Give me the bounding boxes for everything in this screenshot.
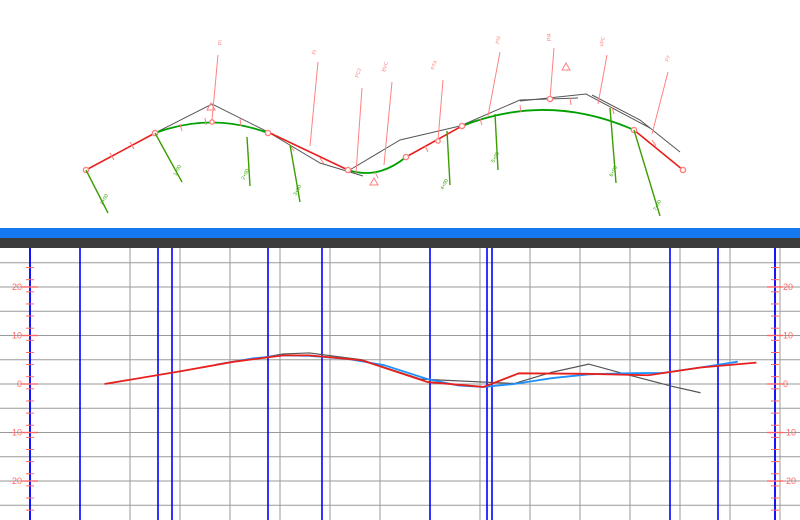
plan-point-label-group: PI PI PC2 BVC PT4 PI3 PI4 VPC PT [218, 33, 673, 78]
divider-drag-bar[interactable] [0, 238, 800, 257]
axis-label-right-2: 0 [783, 379, 788, 389]
plan-pi-triangles [206, 61, 571, 186]
plan-station-label-1: 1+00 [172, 164, 183, 177]
plan-point-label-1: PI [311, 49, 318, 56]
profile-axis-numbers: 20 20 10 10 0 0 -10 -10 -20 -20 [9, 282, 796, 486]
plan-station-label-5: 5+00 [490, 151, 501, 164]
profile-view-canvas[interactable]: BVCEVCBVCEVC 1+002+003+004+005+006+00 20… [0, 248, 800, 520]
plan-station-label-3: 3+00 [292, 184, 303, 197]
plan-point-label-0: PI [218, 40, 224, 45]
plan-view-pane[interactable]: PI PI PC2 BVC PT4 PI3 PI4 VPC PT 0+00 1+00 2+00 3+0… [0, 0, 800, 228]
plan-station-label-7: 7+00 [652, 199, 663, 212]
plan-point-label-2: PC2 [354, 67, 363, 78]
plan-horizontal-curves[interactable] [154, 109, 635, 174]
plan-station-offsets [85, 107, 661, 217]
plan-point-label-3: BVC [381, 61, 390, 73]
axis-label-left-2: 0 [17, 379, 22, 389]
plan-station-label-2: 2+00 [240, 168, 251, 181]
plan-tangent-extensions [154, 93, 681, 177]
plan-point-label-8: PT [664, 55, 672, 63]
profile-axis-ticks [26, 267, 779, 511]
axis-label-left-0: 20 [12, 282, 22, 292]
profile-grid-horizontal [0, 262, 800, 506]
plan-station-ticks [109, 97, 657, 179]
axis-label-right-1: 10 [783, 330, 793, 340]
axis-label-right-0: 20 [783, 282, 793, 292]
divider-accent-bar [0, 228, 800, 238]
axis-label-right-3: -10 [783, 428, 796, 438]
grade-line[interactable] [104, 354, 757, 388]
plan-point-label-6: PI4 [547, 33, 553, 41]
pane-divider[interactable] [0, 228, 800, 257]
axis-label-right-4: -20 [783, 476, 796, 486]
axis-label-left-4: -20 [9, 476, 22, 486]
plan-station-label-6: 6+00 [608, 165, 619, 178]
plan-point-leaders [211, 47, 669, 174]
plan-station-label-4: 4+00 [439, 178, 450, 191]
plan-station-label-group: 0+00 1+00 2+00 3+00 4+00 5+00 6+00 7+00 [99, 151, 663, 212]
plan-station-label-0: 0+00 [99, 193, 110, 206]
plan-alignment-tangents[interactable] [85, 125, 684, 171]
plan-point-label-4: PT4 [430, 60, 439, 71]
profile-view-pane[interactable]: BVCEVCBVCEVC 1+002+003+004+005+006+00 20… [0, 248, 800, 520]
plan-point-label-7: VPC [599, 36, 607, 48]
axis-label-left-3: -10 [9, 428, 22, 438]
axis-label-left-1: 10 [12, 330, 22, 340]
plan-point-label-5: PI3 [495, 36, 502, 45]
plan-view-canvas[interactable]: PI PI PC2 BVC PT4 PI3 PI4 VPC PT 0+00 1+00 2+00 3+0… [0, 0, 800, 228]
